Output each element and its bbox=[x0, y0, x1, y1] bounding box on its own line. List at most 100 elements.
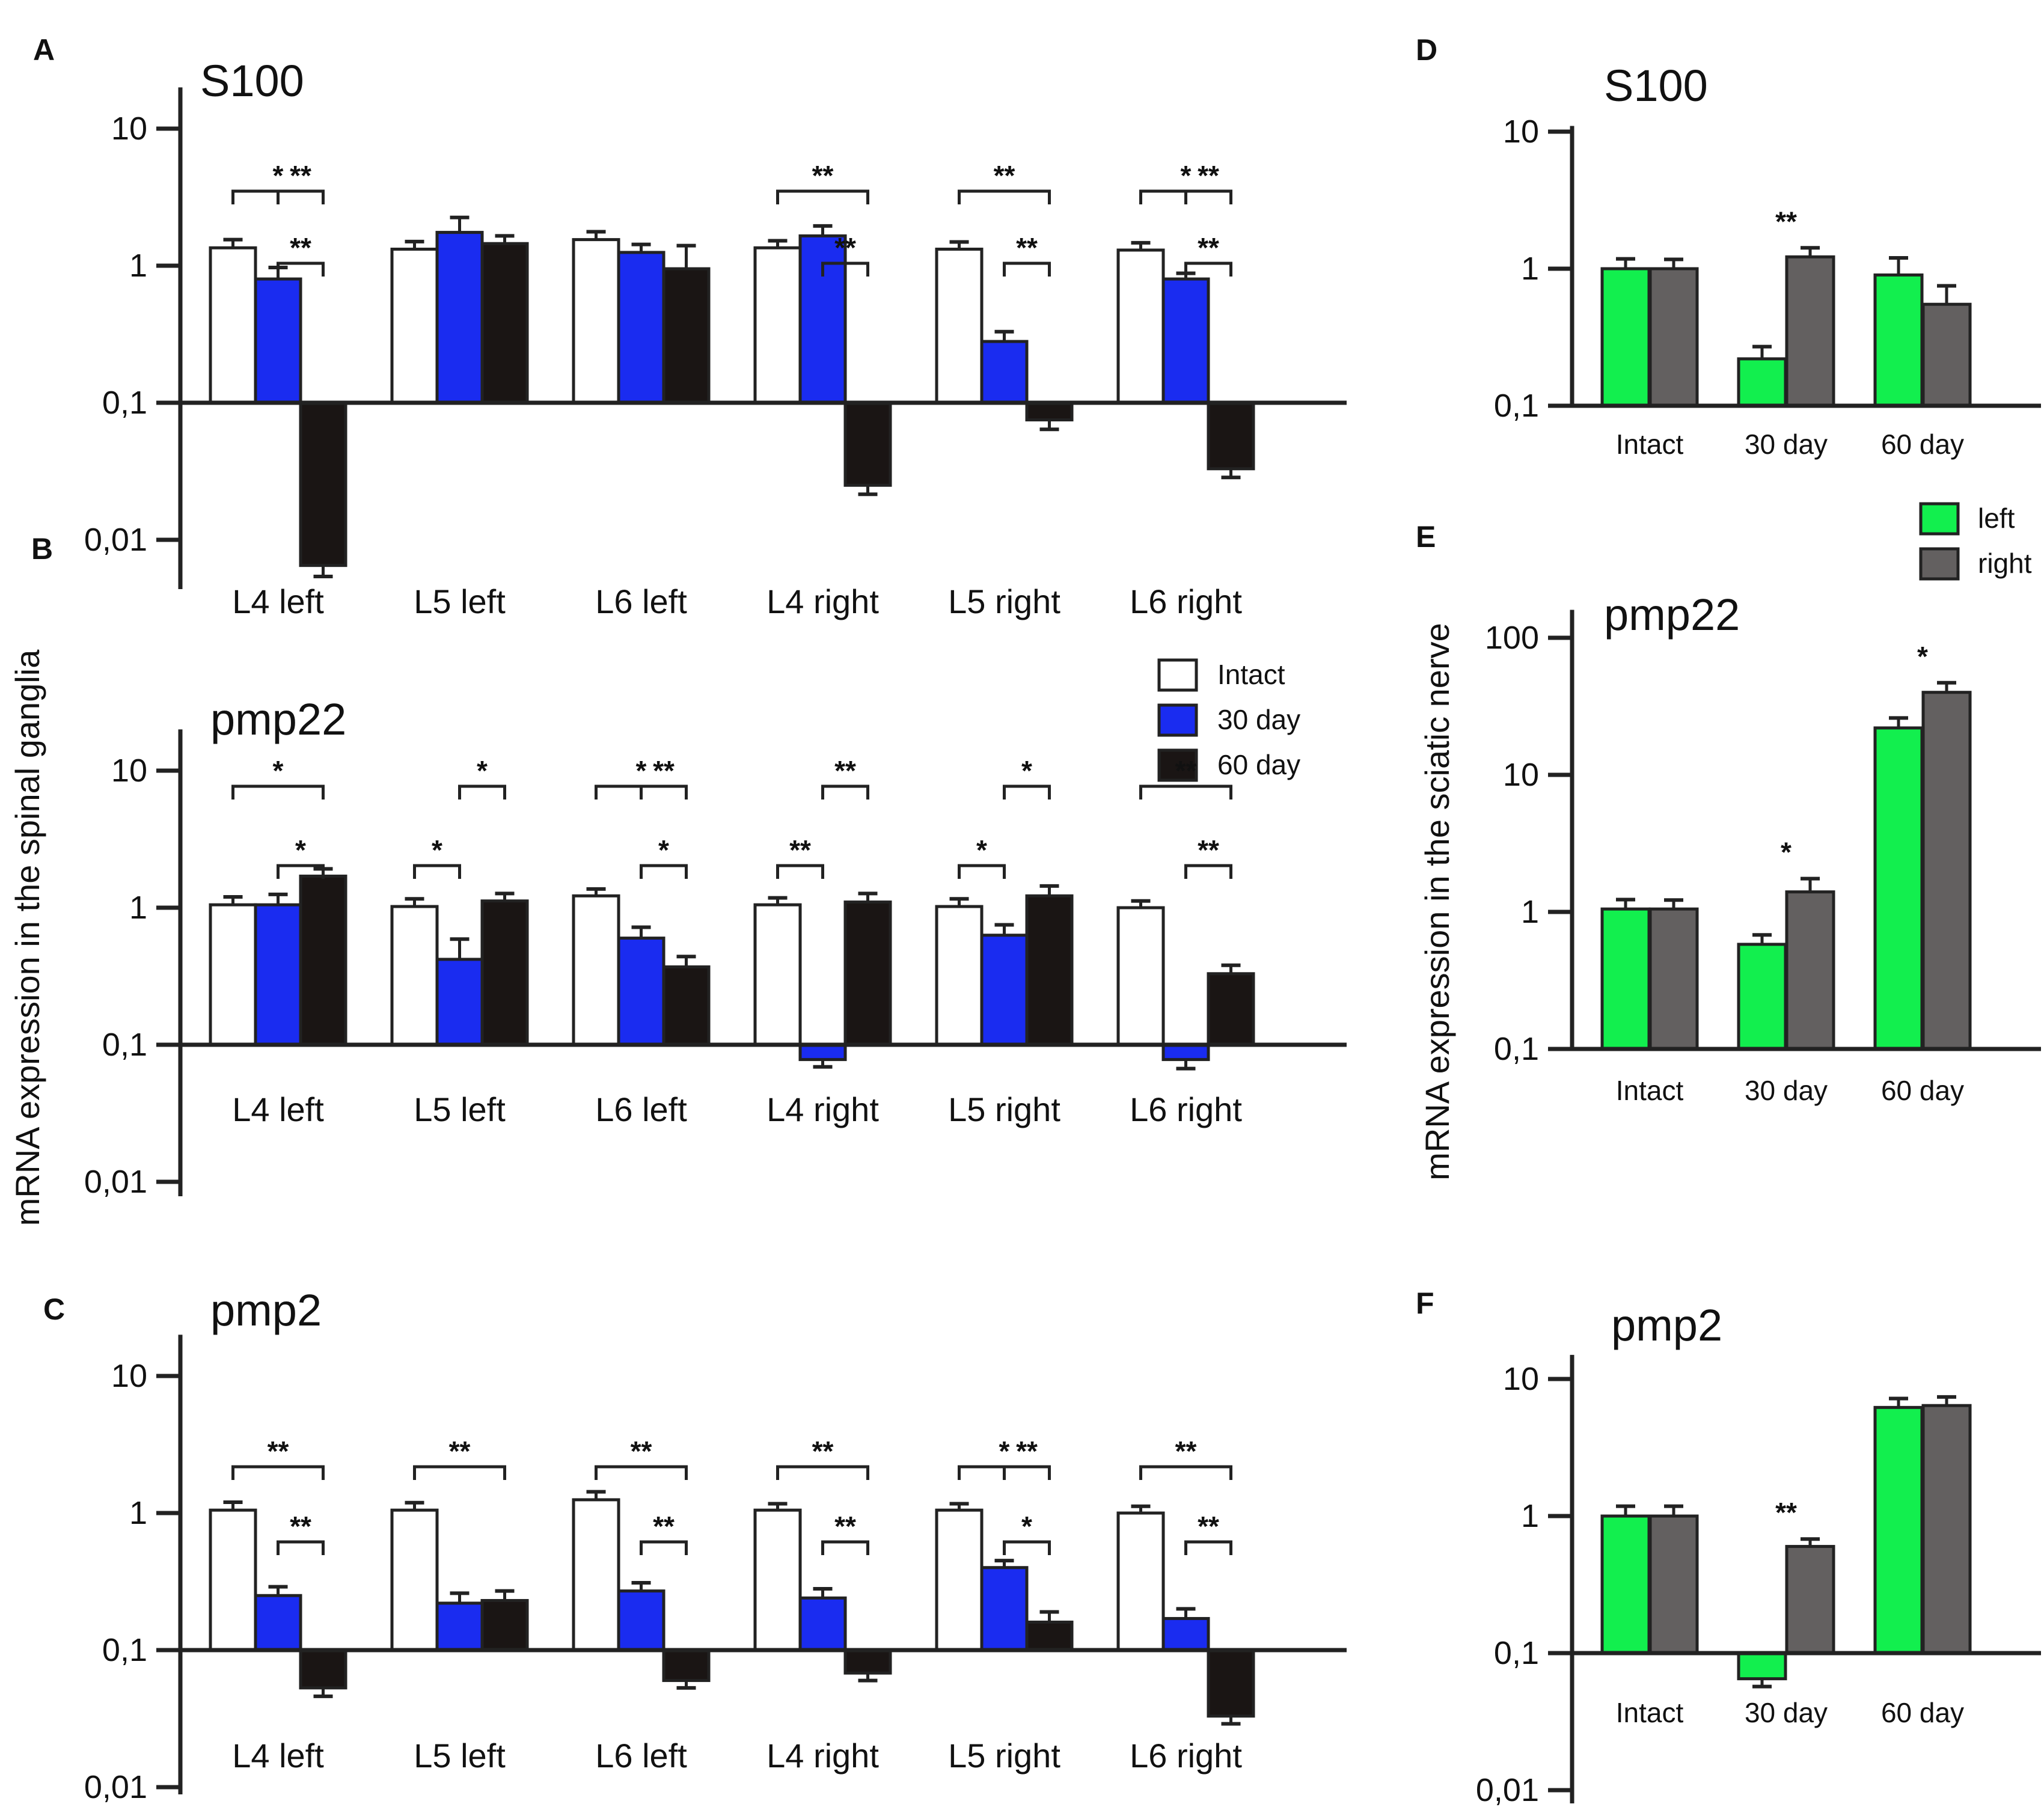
legend-item-intact: Intact bbox=[1159, 659, 1285, 690]
x-category-label-l6-left: L6 left bbox=[595, 1737, 687, 1775]
x-category-label-30-day: 30 day bbox=[1745, 1075, 1828, 1106]
bar-l5-left-60-day bbox=[482, 243, 527, 403]
legend-label-right: right bbox=[1978, 548, 2032, 579]
chart-panel-c: 1010,10,01L4 left L5 left L6 left L4 right L… bbox=[84, 1335, 1347, 1805]
y-tick-label: 10 bbox=[1503, 757, 1539, 793]
y-tick-label: 10 bbox=[1503, 114, 1539, 150]
bar-l6-left-intact bbox=[574, 240, 619, 403]
bar-l5-left-30-day bbox=[437, 959, 482, 1045]
bar-l5-right-intact bbox=[937, 1510, 982, 1650]
bar-l6-left-60-day bbox=[664, 269, 709, 403]
significance-label: ** bbox=[834, 755, 856, 786]
x-category-label-l5-left: L5 left bbox=[414, 1090, 506, 1128]
significance-label: ** bbox=[789, 834, 811, 866]
significance-bracket bbox=[641, 1542, 687, 1555]
significance-label: ** bbox=[1198, 834, 1219, 866]
bar-l4-left-60-day bbox=[301, 403, 346, 566]
significance-label: * bbox=[976, 834, 987, 866]
bar-l5-right-60-day bbox=[1027, 896, 1072, 1045]
bar-l4-right-30-day bbox=[800, 1598, 845, 1650]
significance-bracket bbox=[233, 786, 323, 800]
bar-l6-left-30-day bbox=[619, 938, 664, 1045]
significance-bracket bbox=[823, 786, 868, 800]
chart-panel-d: 1010,1Intact 30 day 60 day** bbox=[1494, 114, 2041, 460]
bar-l5-left-intact bbox=[392, 1510, 437, 1650]
bar-60-day-left bbox=[1875, 728, 1922, 1049]
bar-l4-left-intact bbox=[210, 905, 256, 1045]
significance-label: ** bbox=[653, 755, 675, 786]
chart-panel-e: 1001010,1Intact 30 day 60 day** bbox=[1485, 610, 2041, 1106]
legend-swatch-left bbox=[1921, 504, 1958, 534]
x-category-label-l5-right: L5 right bbox=[948, 1090, 1060, 1128]
significance-label: ** bbox=[834, 1511, 856, 1542]
bar-l4-right-intact bbox=[755, 1510, 800, 1650]
significance-label: ** bbox=[812, 160, 834, 191]
x-category-label-l5-right: L5 right bbox=[948, 582, 1060, 620]
significance-bracket bbox=[278, 263, 323, 277]
panel-label-c: C bbox=[43, 1292, 65, 1326]
legend-label-60-day: 60 day bbox=[1217, 749, 1300, 780]
significance-bracket bbox=[460, 786, 505, 800]
chart-title-s100-ganglia: S100 bbox=[200, 56, 304, 106]
significance-bracket bbox=[1005, 263, 1050, 277]
bar-l6-left-intact bbox=[574, 896, 619, 1045]
y-tick-label: 10 bbox=[111, 1358, 147, 1394]
significance-label: * bbox=[273, 160, 284, 191]
y-tick-label: 1 bbox=[129, 248, 147, 284]
y-tick-label: 10 bbox=[111, 111, 147, 147]
x-category-label-60-day: 60 day bbox=[1881, 1697, 1964, 1728]
chart-title-s100-nerve: S100 bbox=[1604, 61, 1708, 111]
significance-label: * bbox=[636, 755, 647, 786]
significance-label: ** bbox=[1775, 1497, 1797, 1528]
significance-bracket bbox=[278, 191, 323, 204]
bar-l5-left-intact bbox=[392, 249, 437, 403]
bar-l4-left-30-day bbox=[256, 1595, 301, 1650]
bar-l4-left-30-day bbox=[256, 279, 301, 403]
bar-l4-right-30-day bbox=[800, 1045, 845, 1060]
bar-60-day-right bbox=[1923, 304, 1970, 406]
significance-bracket bbox=[778, 866, 823, 879]
y-tick-label: 0,1 bbox=[1494, 1635, 1539, 1671]
significance-label: ** bbox=[290, 1511, 311, 1542]
significance-bracket bbox=[1186, 191, 1231, 204]
bar-l4-left-60-day bbox=[301, 876, 346, 1045]
panel-label-a: A bbox=[33, 33, 55, 67]
bar-l5-left-30-day bbox=[437, 1603, 482, 1650]
y-tick-label: 100 bbox=[1485, 620, 1539, 656]
bar-30-day-right bbox=[1787, 892, 1834, 1049]
y-tick-label: 0,01 bbox=[1476, 1772, 1539, 1808]
bar-l5-right-intact bbox=[937, 249, 982, 403]
y-tick-label: 0,1 bbox=[102, 385, 147, 421]
significance-label: ** bbox=[1198, 1511, 1219, 1542]
x-category-label-l4-left: L4 left bbox=[232, 1090, 324, 1128]
bar-intact-right bbox=[1650, 1516, 1697, 1653]
chart-title-pmp22-nerve: pmp22 bbox=[1604, 590, 1740, 640]
bar-l5-left-intact bbox=[392, 907, 437, 1045]
significance-label: ** bbox=[994, 160, 1015, 191]
significance-bracket bbox=[1005, 1542, 1050, 1555]
x-category-label-30-day: 30 day bbox=[1745, 429, 1828, 460]
significance-bracket bbox=[1005, 1467, 1050, 1480]
significance-label: * bbox=[999, 1435, 1010, 1467]
significance-label: * bbox=[1021, 755, 1032, 786]
significance-label: ** bbox=[1175, 1435, 1197, 1467]
bar-l4-right-60-day bbox=[845, 902, 890, 1045]
y-tick-label: 10 bbox=[1503, 1361, 1539, 1397]
bar-intact-right bbox=[1650, 269, 1697, 406]
significance-bracket bbox=[778, 1467, 868, 1480]
bar-l6-left-30-day bbox=[619, 252, 664, 403]
x-category-label-intact: Intact bbox=[1616, 429, 1684, 460]
bar-l6-right-intact bbox=[1118, 250, 1163, 403]
y-axis-label-ganglia: mRNA expression in the spinal ganglia bbox=[8, 649, 46, 1226]
legend-label-intact: Intact bbox=[1217, 659, 1285, 690]
bar-l6-left-60-day bbox=[664, 967, 709, 1045]
panel-label-d: D bbox=[1416, 33, 1437, 67]
x-category-label-l6-left: L6 left bbox=[595, 582, 687, 620]
y-tick-label: 0,01 bbox=[84, 522, 147, 558]
significance-label: * bbox=[1181, 160, 1192, 191]
legend-nerve: left right bbox=[1921, 503, 2032, 579]
chart-panel-b: 10 1 0,1 0,01 L4 left L5 left L6 left L4 right L… bbox=[84, 729, 1347, 1200]
chart-title-pmp2-nerve: pmp2 bbox=[1611, 1300, 1722, 1350]
significance-label: * bbox=[432, 834, 442, 866]
significance-bracket bbox=[1186, 866, 1231, 879]
